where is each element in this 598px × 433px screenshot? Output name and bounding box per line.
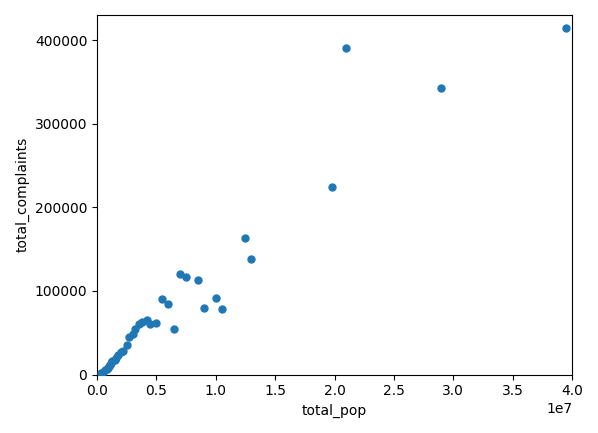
Point [175,271,185,278]
Point [134,321,144,328]
Point [105,361,115,368]
Point [241,235,251,242]
Point [106,359,116,366]
Point [142,317,152,324]
Point [122,342,132,349]
Point [96,370,105,377]
Point [111,354,121,361]
Point [437,84,446,91]
Point [181,273,191,280]
Point [102,365,111,372]
Point [211,295,221,302]
Point [124,333,134,340]
Point [110,356,120,363]
X-axis label: total_pop: total_pop [302,404,367,418]
Point [246,256,256,263]
Point [138,318,147,325]
Point [116,349,126,355]
Point [103,365,112,372]
Point [100,367,110,374]
Point [114,352,123,359]
Point [562,24,571,31]
Point [169,325,179,332]
Point [217,306,227,313]
Point [152,319,161,326]
Y-axis label: total_complaints: total_complaints [15,137,29,252]
Point [104,363,114,370]
Point [108,358,117,365]
Point [130,325,140,332]
Point [128,331,138,338]
Point [163,300,173,307]
Point [199,304,209,311]
Point [341,45,351,52]
Point [193,277,203,284]
Point [327,184,337,191]
Point [146,321,155,328]
Point [118,348,128,355]
Point [158,296,167,303]
Point [98,368,108,375]
